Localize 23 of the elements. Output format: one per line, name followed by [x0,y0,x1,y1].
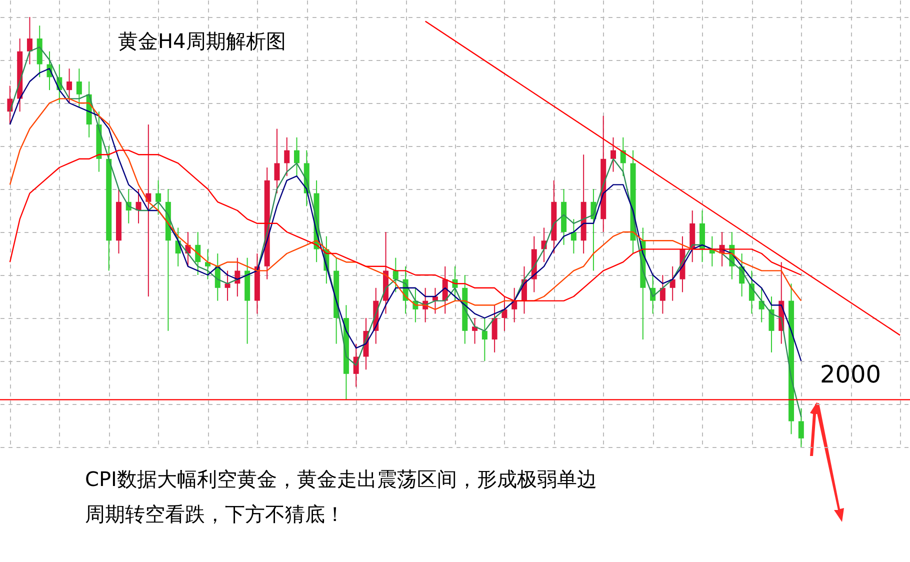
candlestick [492,304,498,353]
candlestick [156,180,162,216]
candlestick [482,317,488,362]
candlestick [798,408,804,448]
candlestick [570,218,576,254]
candlestick [66,68,72,104]
candlestick [660,274,666,314]
candlestick [392,257,398,293]
candlestick [274,128,280,194]
text: CPI数据大幅利空黄金，黄金走出震荡区间，形成极弱单边 [85,467,597,491]
candlestick [224,270,230,302]
candlestick [610,136,616,172]
text: 周期转空看跌，下方不猜底！ [85,502,345,526]
candlestick [768,296,774,353]
annotation: 2000 [820,360,882,389]
candlestick [748,270,754,314]
text: 黄金H4周期解析图 [118,29,286,53]
candlestick [294,136,300,177]
candlestick [136,188,142,224]
candlestick [76,68,82,108]
candlestick [26,16,32,65]
candlestick [284,136,290,177]
candlestick [195,231,201,276]
